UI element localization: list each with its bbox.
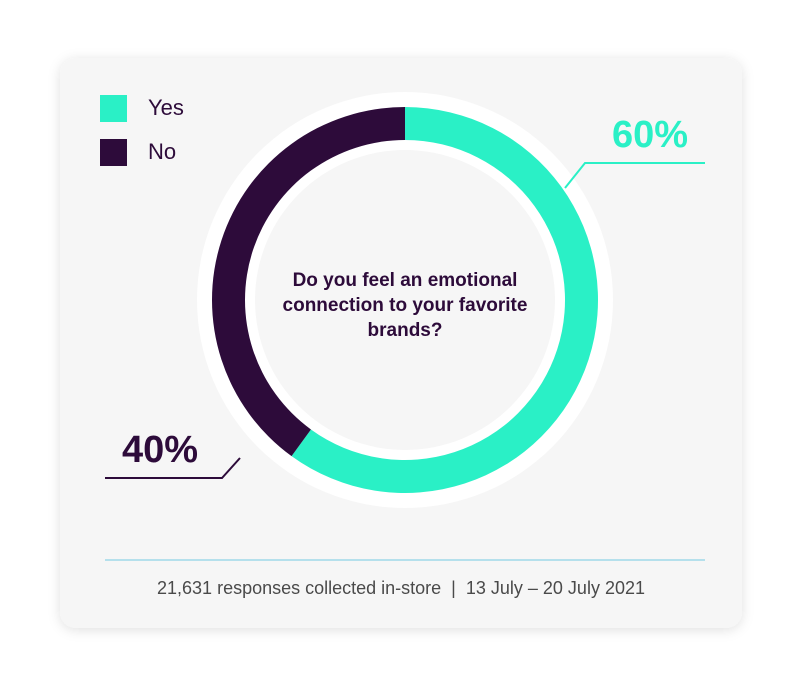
leader-line [105,457,241,479]
value-label: 40% [122,429,198,471]
donut-center [255,150,555,450]
legend-label: Yes [148,95,184,120]
value-label: 60% [612,114,688,156]
chart-title: Do you feel an emotional connection to y… [282,270,528,341]
donut-slice [211,107,405,457]
legend-swatch [100,95,127,122]
legend-swatch [100,139,127,166]
leader-line [564,162,705,189]
legend-label: No [148,139,176,164]
footer-note: 21,631 responses collected in-store | 13… [157,578,645,598]
donut-slice [291,107,598,493]
